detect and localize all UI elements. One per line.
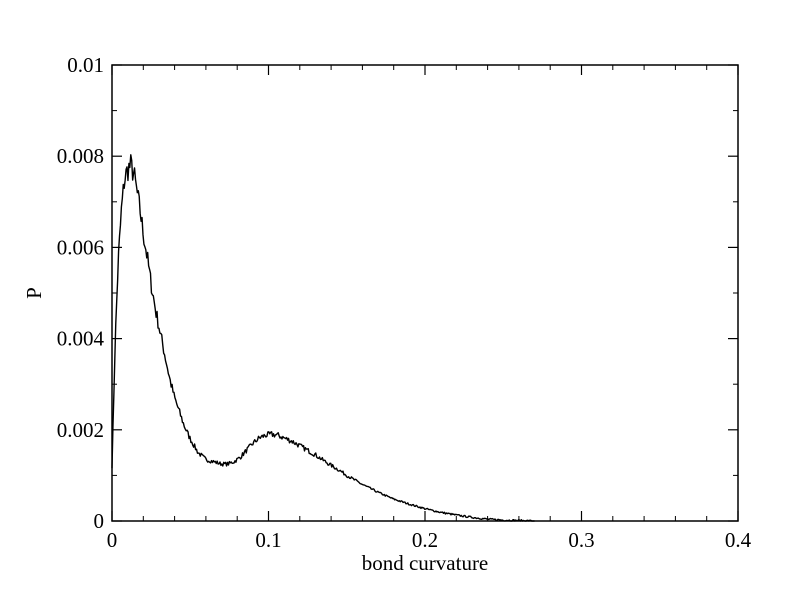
major-ticks xyxy=(111,64,739,522)
y-axis-title: P xyxy=(22,287,46,299)
x-tick-labels: 0 0.1 0.2 0.3 0.4 xyxy=(107,528,752,552)
minor-ticks xyxy=(112,65,738,521)
x-tick-label: 0 xyxy=(107,528,118,552)
plot-frame xyxy=(111,64,739,522)
x-tick-label: 0.4 xyxy=(725,528,752,552)
y-tick-label: 0.006 xyxy=(57,235,104,259)
x-axis-title: bond curvature xyxy=(362,551,489,575)
y-tick-label: 0.008 xyxy=(57,144,104,168)
x-tick-label: 0.3 xyxy=(568,528,594,552)
y-tick-label: 0.01 xyxy=(67,53,104,77)
y-tick-label: 0.002 xyxy=(57,418,104,442)
x-tick-label: 0.1 xyxy=(255,528,281,552)
x-tick-label: 0.2 xyxy=(412,528,438,552)
y-tick-label: 0.004 xyxy=(57,327,105,351)
series-line xyxy=(111,154,535,522)
y-tick-label: 0 xyxy=(94,509,105,533)
y-tick-labels: 0 0.002 0.004 0.006 0.008 0.01 xyxy=(57,53,105,533)
